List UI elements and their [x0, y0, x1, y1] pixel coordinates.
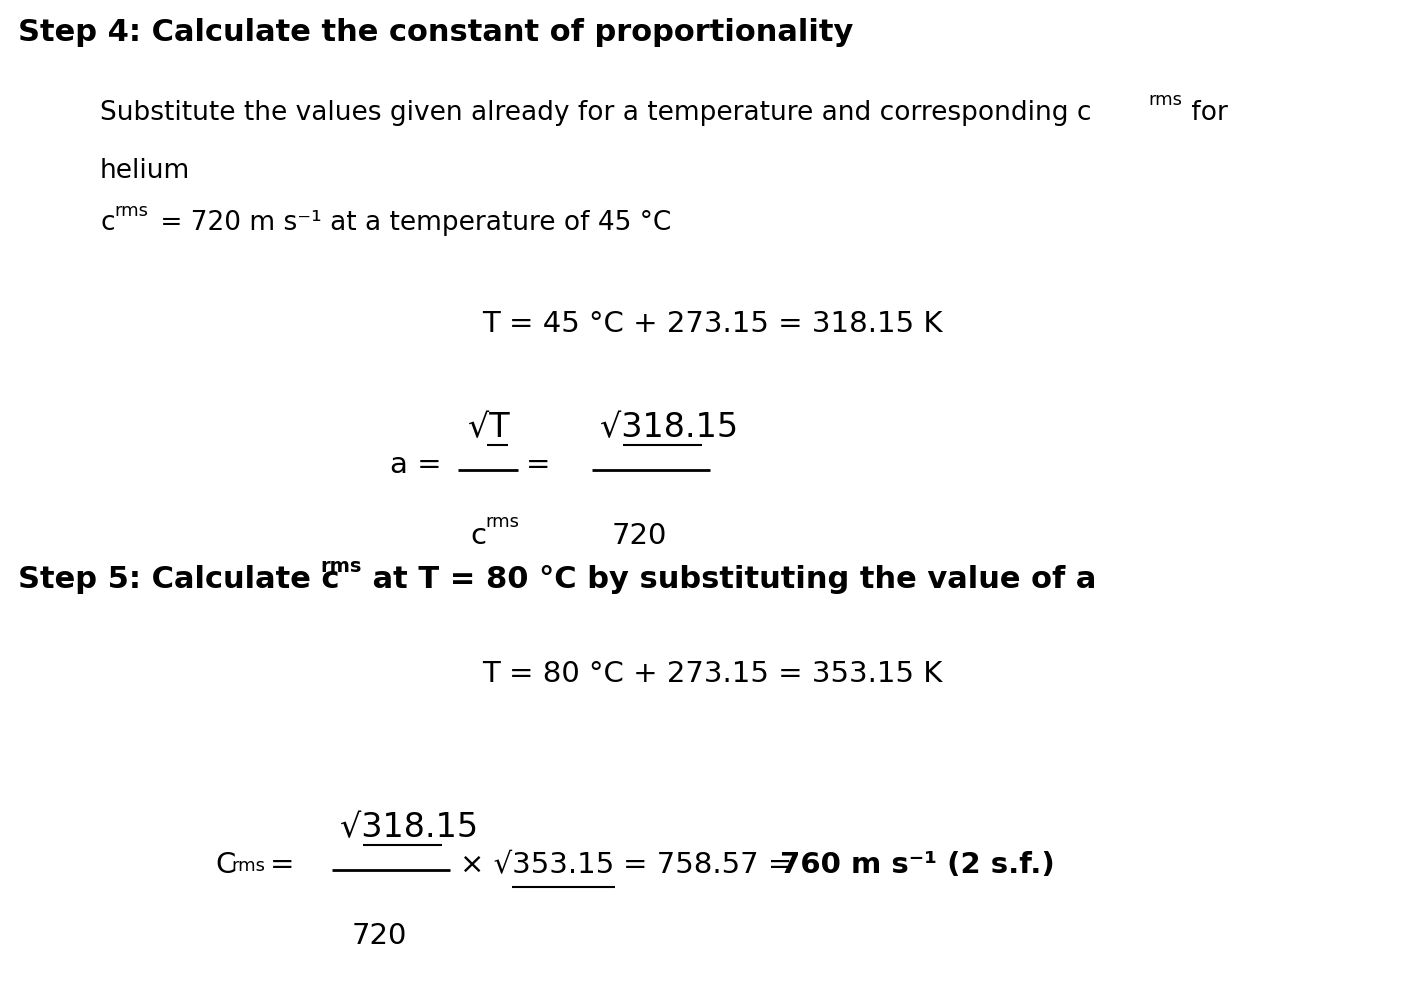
- Text: rms: rms: [231, 857, 265, 875]
- Text: Step 4: Calculate the constant of proportionality: Step 4: Calculate the constant of propor…: [19, 18, 853, 47]
- Text: Substitute the values given already for a temperature and corresponding c: Substitute the values given already for …: [100, 100, 1092, 126]
- Text: 720: 720: [612, 522, 668, 550]
- Text: = 758.57 =: = 758.57 =: [624, 851, 792, 879]
- Text: Step 5: Calculate c: Step 5: Calculate c: [19, 565, 339, 594]
- Text: 760 m s⁻¹ (2 s.f.): 760 m s⁻¹ (2 s.f.): [780, 851, 1055, 879]
- Text: =: =: [271, 851, 295, 879]
- Text: a =: a =: [390, 451, 441, 479]
- Text: T = 45 °C + 273.15 = 318.15 K: T = 45 °C + 273.15 = 318.15 K: [481, 310, 943, 338]
- Text: at T = 80 °C by substituting the value of a: at T = 80 °C by substituting the value o…: [362, 565, 1096, 594]
- Text: rms: rms: [1148, 91, 1182, 109]
- Text: helium: helium: [100, 158, 191, 184]
- Text: C: C: [215, 851, 235, 879]
- Text: c: c: [470, 522, 486, 550]
- Text: × √353.15: × √353.15: [460, 851, 614, 879]
- Text: for: for: [1183, 100, 1227, 126]
- Text: √318.15: √318.15: [340, 812, 478, 844]
- Text: √318.15: √318.15: [600, 411, 738, 445]
- Text: rms: rms: [486, 513, 518, 531]
- Text: = 720 m s⁻¹ at a temperature of 45 °C: = 720 m s⁻¹ at a temperature of 45 °C: [152, 210, 671, 236]
- Text: 720: 720: [352, 923, 407, 950]
- Text: T = 80 °C + 273.15 = 353.15 K: T = 80 °C + 273.15 = 353.15 K: [481, 660, 943, 688]
- Text: c: c: [100, 210, 114, 236]
- Text: rms: rms: [114, 202, 148, 220]
- Text: rms: rms: [320, 557, 362, 576]
- Text: √T: √T: [468, 411, 510, 445]
- Text: =: =: [525, 451, 551, 479]
